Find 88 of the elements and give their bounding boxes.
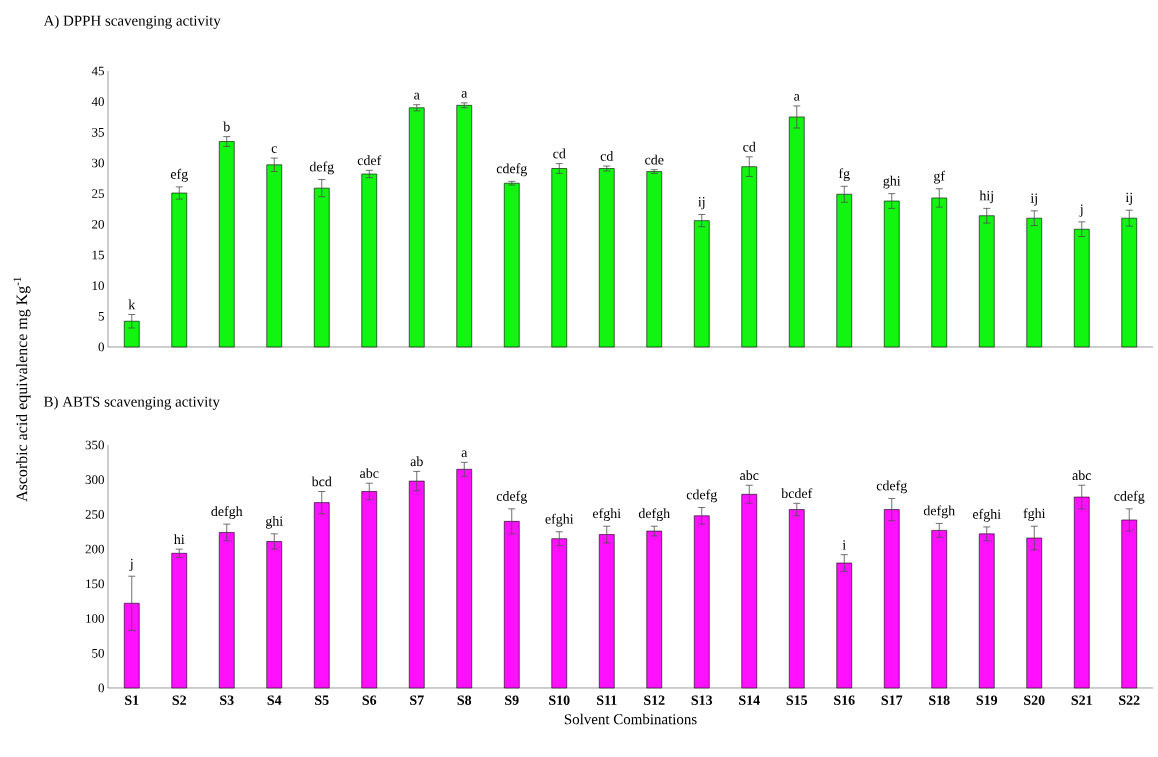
annotation: c xyxy=(271,146,277,153)
y-tick-label: 50 xyxy=(92,648,104,658)
x-tick-label: S10 xyxy=(549,695,570,705)
annotation: bcdef xyxy=(781,488,813,499)
x-tick-label: S7 xyxy=(410,695,424,705)
annotation: cdefg xyxy=(496,163,527,177)
y-tick-label: 5 xyxy=(98,312,104,321)
annotation: abc xyxy=(1072,470,1092,481)
annotation: k xyxy=(128,299,136,310)
annotation: j xyxy=(129,558,133,572)
x-axis-title: Solvent Combinations xyxy=(564,713,697,725)
y-tick-label: 250 xyxy=(85,510,104,519)
annotation: ij xyxy=(698,197,705,210)
annotation: defgh xyxy=(923,505,955,519)
chart-title: B) ABTS scavenging activity xyxy=(43,396,220,410)
annotation: cd xyxy=(553,148,566,159)
x-tick-label: S17 xyxy=(881,695,903,705)
annotation: a xyxy=(794,94,800,101)
annotation: cdefg xyxy=(686,489,717,503)
annotation: ij xyxy=(1125,192,1132,206)
annotation: cdefg xyxy=(1114,490,1145,504)
y-tick-label: 200 xyxy=(85,544,104,554)
y-tick-label: 300 xyxy=(85,475,104,485)
annotation: defgh xyxy=(638,508,670,522)
annotation: a xyxy=(461,90,468,98)
annotation: b xyxy=(223,121,230,132)
annotation: hi xyxy=(173,534,185,544)
y-axis-title: Ascorbic acid equivalence mg Kg$^{-1}$ xyxy=(13,277,31,502)
annotation: i xyxy=(842,540,846,550)
x-tick-label: S11 xyxy=(597,695,617,705)
x-tick-label: S19 xyxy=(976,695,998,705)
annotation: ghi xyxy=(265,515,283,529)
annotation: defgh xyxy=(211,506,243,519)
annotation: abc xyxy=(360,468,379,478)
annotation: defg xyxy=(309,161,334,175)
x-tick-label: S13 xyxy=(691,695,713,705)
x-tick-label: S2 xyxy=(172,695,187,705)
y-tick-label: 350 xyxy=(85,440,104,450)
x-tick-label: S4 xyxy=(267,695,282,705)
x-tick-label: S14 xyxy=(739,695,760,705)
chart-title: A) DPPH scavenging activity xyxy=(43,15,221,29)
annotation: gf xyxy=(934,170,946,184)
x-tick-label: S5 xyxy=(315,695,329,705)
annotation: ab xyxy=(410,456,423,467)
y-tick-label: 45 xyxy=(91,66,104,76)
annotation: cdefg xyxy=(496,490,527,504)
y-tick-label: 35 xyxy=(92,127,104,137)
annotation: a xyxy=(414,92,420,100)
x-tick-label: S15 xyxy=(786,695,808,705)
annotation: a xyxy=(461,450,468,458)
y-tick-label: 100 xyxy=(86,614,104,623)
y-tick-label: 10 xyxy=(92,281,104,291)
y-tick-label: 0 xyxy=(98,683,104,693)
annotation: abc xyxy=(740,470,759,481)
annotation: cdefg xyxy=(876,480,907,494)
annotation: efg xyxy=(170,168,188,182)
x-tick-label: S12 xyxy=(644,695,665,705)
annotation: fghi xyxy=(1023,508,1046,522)
annotation: cdef xyxy=(357,155,382,166)
annotation: fg xyxy=(838,168,850,182)
annotation: ghi xyxy=(883,175,901,189)
x-tick-label: S1 xyxy=(125,695,139,705)
y-tick-label: 25 xyxy=(92,189,104,198)
annotation: efghi xyxy=(972,508,1001,522)
annotation: j xyxy=(1079,204,1083,217)
annotation: bcd xyxy=(311,476,332,487)
y-tick-label: 0 xyxy=(98,342,104,352)
annotation: hij xyxy=(979,190,993,204)
annotation: cde xyxy=(645,154,664,165)
annotation: efghi xyxy=(545,513,574,527)
x-tick-label: S6 xyxy=(362,695,377,705)
x-tick-label: S8 xyxy=(457,695,472,705)
y-tick-label: 15 xyxy=(92,250,104,260)
x-tick-label: S21 xyxy=(1071,695,1092,705)
x-tick-label: S9 xyxy=(505,695,519,705)
y-tick-label: 30 xyxy=(92,158,104,168)
annotation: cd xyxy=(600,151,614,161)
y-tick-label: 20 xyxy=(92,219,104,229)
x-tick-label: S22 xyxy=(1119,695,1140,705)
y-tick-label: 40 xyxy=(91,97,104,107)
annotation: efghi xyxy=(592,508,621,522)
annotation: cd xyxy=(743,141,756,152)
y-tick-label: 150 xyxy=(86,579,104,589)
annotation: ij xyxy=(1030,193,1037,206)
x-tick-label: S20 xyxy=(1024,695,1045,705)
x-tick-label: S18 xyxy=(929,695,950,705)
x-tick-label: S16 xyxy=(834,695,855,705)
x-tick-label: S3 xyxy=(220,695,234,705)
